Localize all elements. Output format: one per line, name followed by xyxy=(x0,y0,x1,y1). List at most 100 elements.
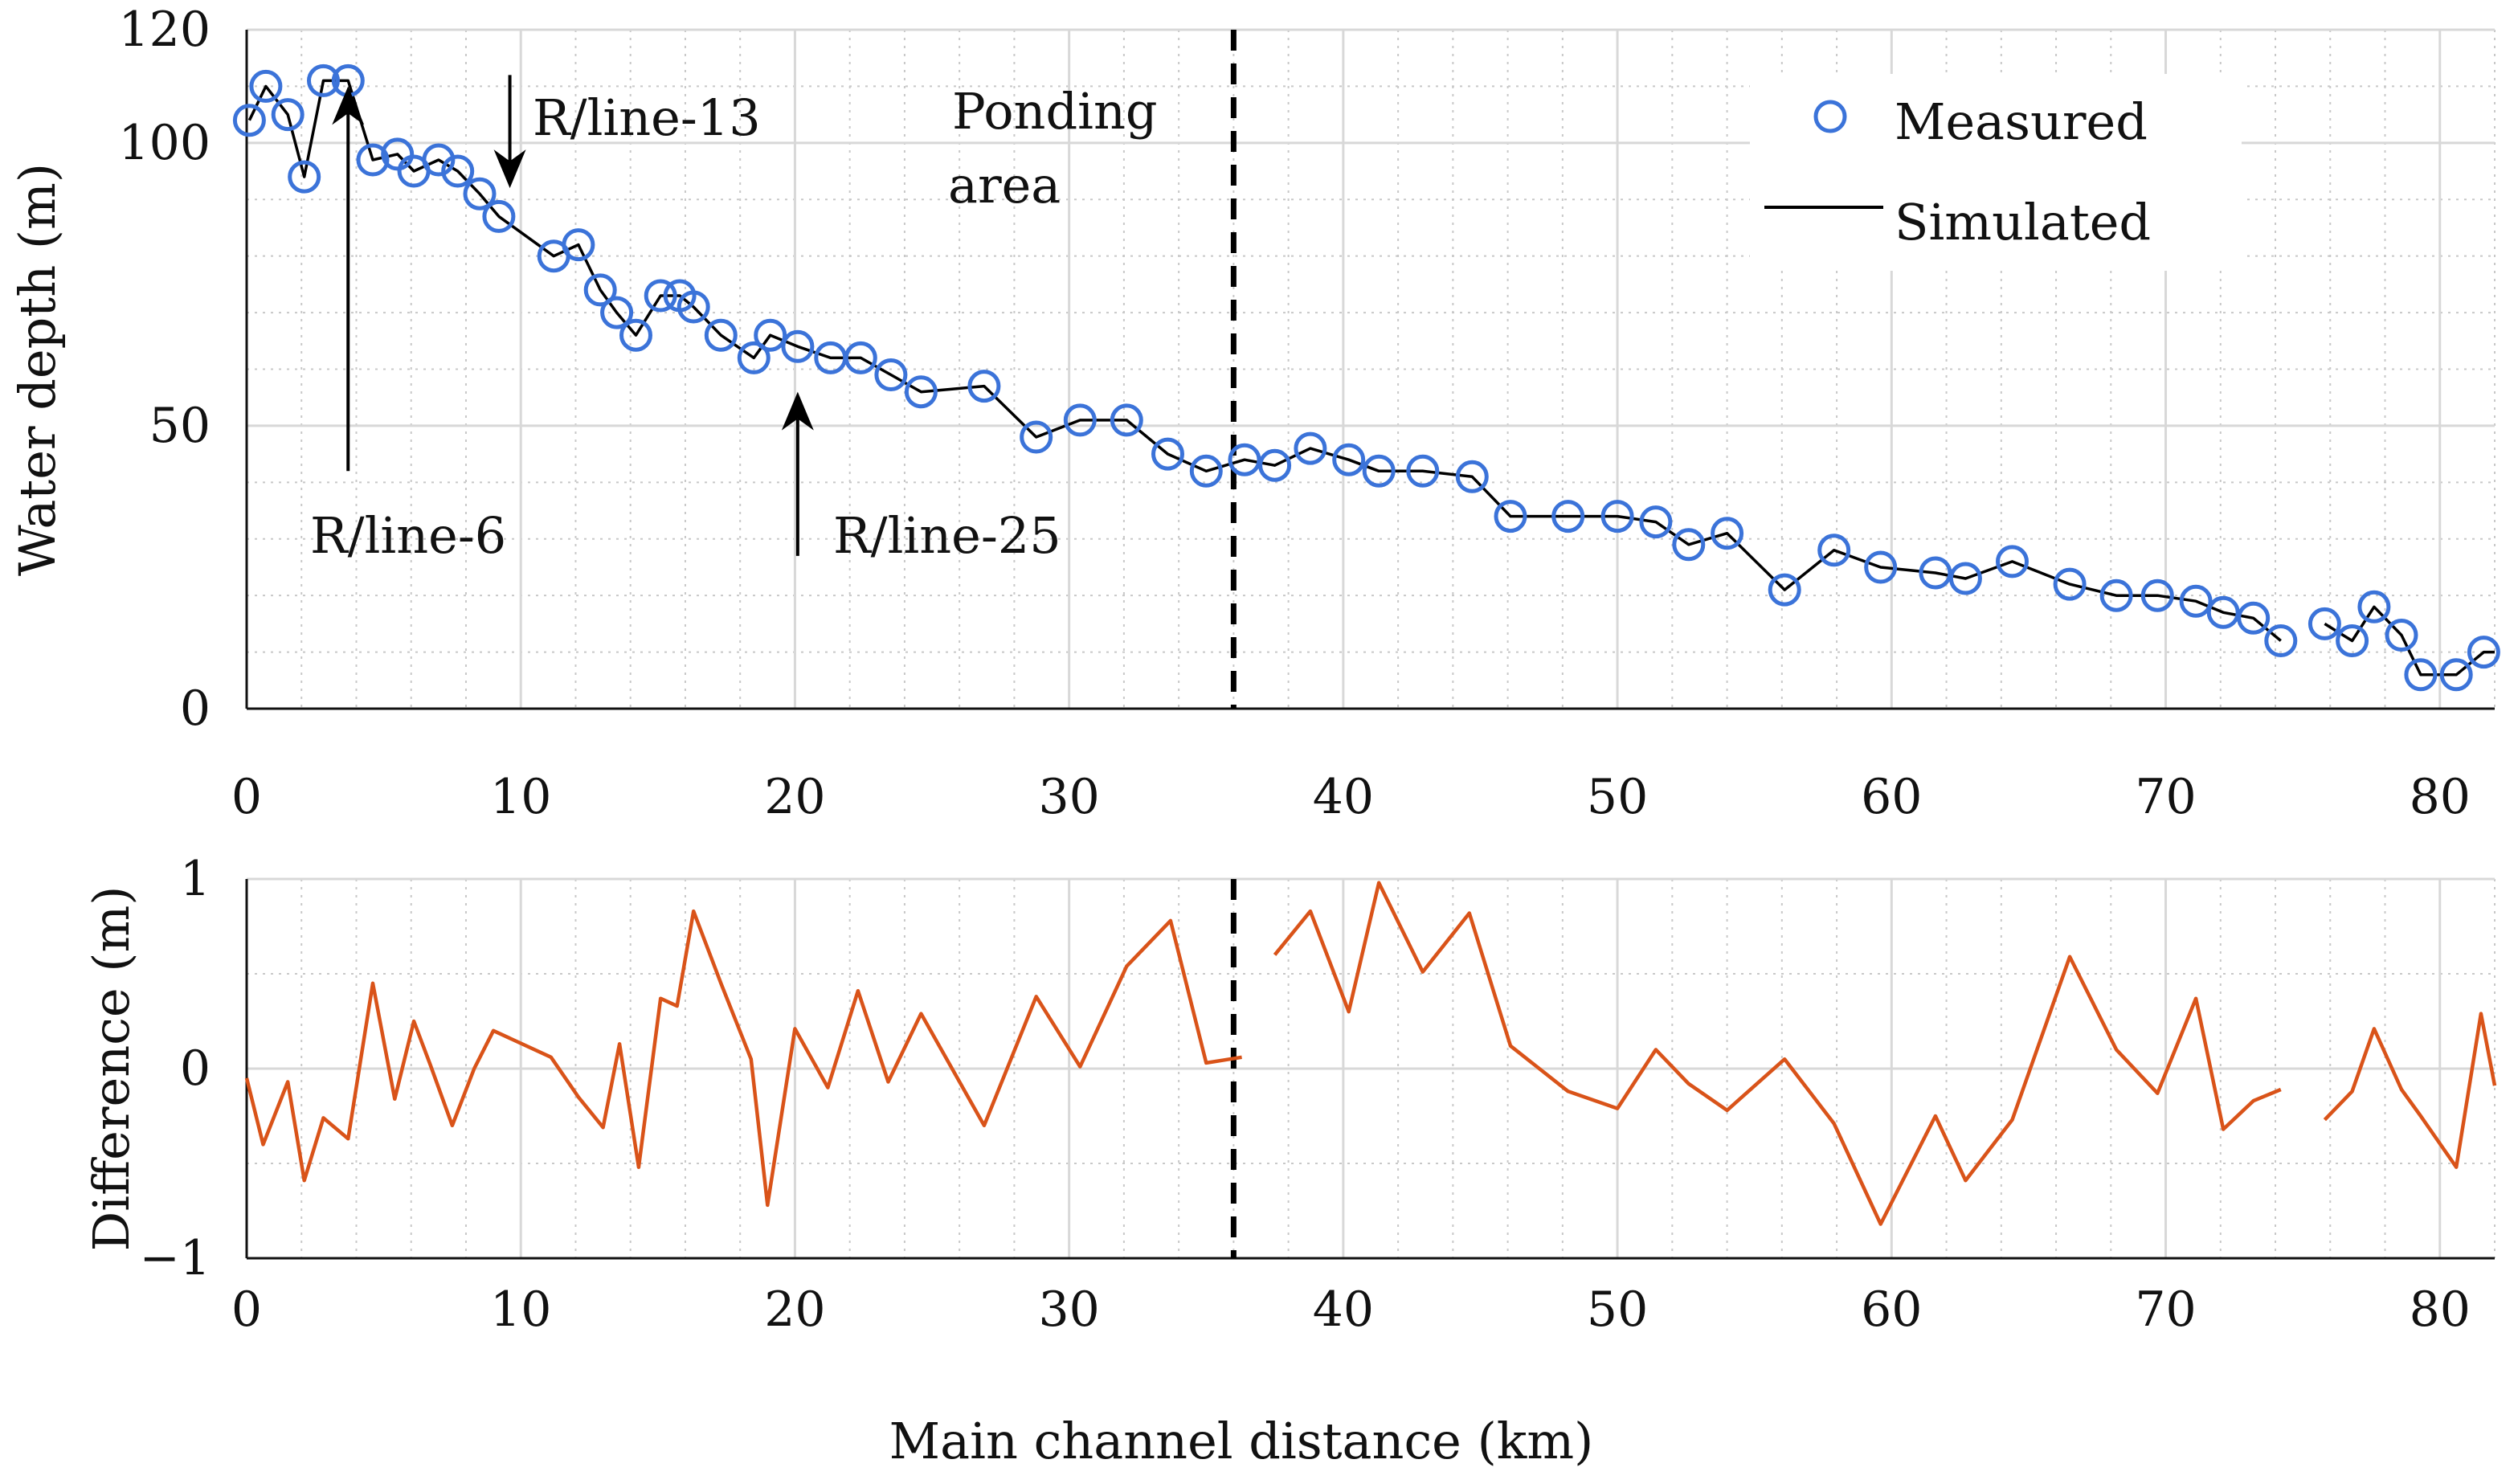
measured-point xyxy=(381,137,415,171)
measured-point xyxy=(1294,431,1327,465)
annotation-r-line-6-label: R/line-6 xyxy=(310,506,506,565)
measured-point xyxy=(1151,437,1184,471)
measured-point xyxy=(844,341,877,374)
top-x-tick-label: 60 xyxy=(1861,769,1922,825)
bottom-x-tick-label: 30 xyxy=(1038,1282,1099,1338)
bottom-x-tick-label: 60 xyxy=(1861,1282,1922,1338)
bottom-tick-labels: 0 10 20 30 40 50 60 70 80 −1 0 1 xyxy=(140,851,2471,1338)
measured-point xyxy=(482,199,516,233)
measured-point xyxy=(967,370,1001,403)
bottom-grid xyxy=(245,877,2496,1260)
top-y-tick-label: 0 xyxy=(180,681,211,737)
top-x-tick-label: 30 xyxy=(1038,769,1099,825)
measured-point xyxy=(441,154,475,188)
bottom-y-tick-label: 0 xyxy=(180,1040,211,1097)
measured-point xyxy=(463,177,497,211)
top-x-tick-label: 0 xyxy=(231,769,262,825)
measured-point xyxy=(2140,578,2174,612)
bottom-x-tick-label: 70 xyxy=(2135,1282,2196,1338)
annotation-area-label: area xyxy=(948,156,1061,215)
measured-point xyxy=(1406,454,1440,488)
measured-point xyxy=(2336,624,2369,657)
annotation-arrow-head xyxy=(493,149,526,189)
legend-measured-label: Measured xyxy=(1895,92,2148,151)
measured-point xyxy=(1996,545,2029,578)
top-x-tick-label: 10 xyxy=(490,769,551,825)
bottom-y-tick-label: 1 xyxy=(180,851,211,907)
measured-point xyxy=(249,69,283,103)
top-annotations: R/line-13 R/line-6 R/line-25 Ponding are… xyxy=(310,75,1158,565)
measured-point xyxy=(2264,624,2298,657)
measured-point xyxy=(232,104,266,137)
annotation-arrow-head xyxy=(332,86,365,125)
bottom-x-tick-label: 80 xyxy=(2410,1282,2471,1338)
measured-point xyxy=(1639,505,1673,539)
measured-point xyxy=(1551,500,1585,534)
bottom-y-tick-label: −1 xyxy=(140,1230,211,1286)
measured-point xyxy=(1864,550,1898,584)
measured-point xyxy=(1110,403,1143,437)
measured-point xyxy=(2385,619,2418,652)
top-y-axis-label: Water depth (m) xyxy=(8,163,67,576)
top-x-tick-label: 50 xyxy=(1587,769,1648,825)
annotation-r-line-13-label: R/line-13 xyxy=(533,88,761,147)
legend-box xyxy=(1750,74,2242,271)
bottom-y-axis-label: Difference (m) xyxy=(82,886,141,1252)
measured-point xyxy=(1768,573,1801,607)
measured-point xyxy=(2357,590,2391,623)
measured-point xyxy=(600,296,634,329)
measured-point xyxy=(1948,562,1982,595)
top-x-tick-label: 80 xyxy=(2410,769,2471,825)
difference-series-line xyxy=(244,881,2497,1226)
bottom-x-tick-label: 20 xyxy=(764,1282,825,1338)
measured-point xyxy=(562,228,595,262)
measured-point xyxy=(1494,500,1527,534)
measured-point xyxy=(704,318,738,352)
measured-point xyxy=(271,98,305,132)
measured-point xyxy=(904,375,938,409)
top-x-tick-label: 70 xyxy=(2135,769,2196,825)
top-y-tick-label: 50 xyxy=(149,398,211,454)
measured-point xyxy=(874,358,908,391)
measured-point xyxy=(307,63,340,97)
measured-point xyxy=(1258,448,1292,482)
measured-point xyxy=(1063,403,1097,437)
measured-point xyxy=(1817,534,1851,567)
measured-point xyxy=(1189,454,1223,488)
measured-point xyxy=(2237,601,2271,635)
top-x-tick-label: 20 xyxy=(764,769,825,825)
top-measured-markers xyxy=(232,63,2500,692)
measured-point xyxy=(1919,556,1952,590)
measured-point xyxy=(288,160,321,194)
measured-point xyxy=(356,143,390,177)
measured-point xyxy=(583,273,617,307)
top-simulated-line xyxy=(247,79,2495,677)
measured-point xyxy=(1362,454,1396,488)
measured-point xyxy=(422,143,456,177)
x-axis-label: Main channel distance (km) xyxy=(889,1412,1594,1470)
measured-point xyxy=(1672,528,1706,562)
top-y-tick-label: 100 xyxy=(118,115,211,171)
annotation-ponding-label: Ponding xyxy=(952,82,1158,141)
bottom-chart: 0 10 20 30 40 50 60 70 80 −1 0 1 Difference (m) Mai… xyxy=(82,851,2497,1470)
measured-point xyxy=(644,279,677,313)
measured-point xyxy=(1600,500,1634,534)
annotation-r-line-25-label: R/line-25 xyxy=(833,506,1061,565)
bottom-difference-line xyxy=(244,881,2497,1226)
top-y-tick-label: 120 xyxy=(118,2,211,58)
measured-point xyxy=(2467,636,2500,669)
measured-point xyxy=(2307,607,2341,640)
legend: Measured Simulated xyxy=(1750,74,2242,271)
bottom-x-tick-label: 40 xyxy=(1313,1282,1374,1338)
bottom-x-tick-label: 0 xyxy=(231,1282,262,1338)
measured-point xyxy=(2439,658,2473,692)
legend-measured-marker xyxy=(1813,100,1847,133)
measured-point xyxy=(677,290,710,324)
measured-point xyxy=(754,318,787,352)
bottom-x-tick-label: 50 xyxy=(1587,1282,1648,1338)
top-tick-labels: 0 10 20 30 40 50 60 70 80 0 50 100 120 xyxy=(118,2,2470,825)
top-chart: R/line-13 R/line-6 R/line-25 Ponding are… xyxy=(8,2,2500,825)
measured-point xyxy=(781,329,815,363)
measured-point xyxy=(2053,567,2087,601)
annotation-arrow-head xyxy=(781,391,814,431)
